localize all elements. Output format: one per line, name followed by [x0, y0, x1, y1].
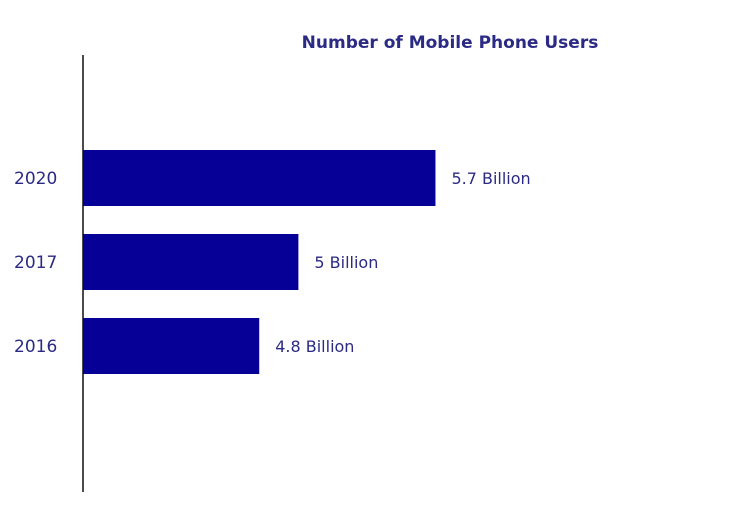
category-label: 2020: [14, 169, 57, 189]
bar: [83, 318, 260, 374]
bar: [83, 234, 299, 290]
data-label: 5.7 Billion: [451, 169, 530, 188]
category-label: 2017: [14, 253, 57, 273]
category-label: 2016: [14, 337, 57, 357]
chart-title: Number of Mobile Phone Users: [301, 33, 599, 53]
data-label: 5 Billion: [314, 253, 378, 272]
data-label: 4.8 Billion: [275, 337, 354, 356]
bar: [83, 150, 436, 206]
